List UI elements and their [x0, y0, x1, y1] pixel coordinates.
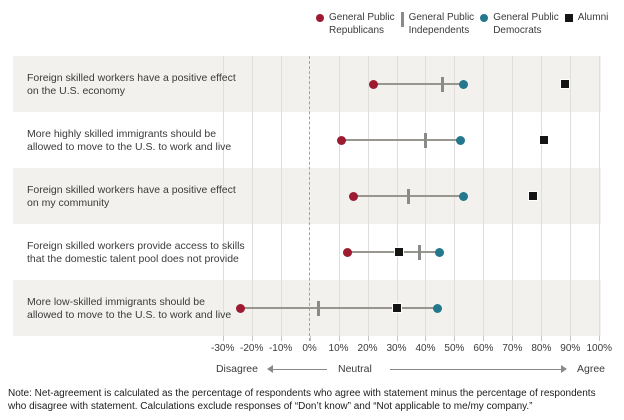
legend-item-label: General Public Democrats: [493, 12, 559, 36]
legend-item-gp-democrats: General Public Democrats: [480, 11, 559, 37]
gp-democrats-legend-marker-icon: [480, 14, 489, 22]
gridline: [483, 56, 485, 336]
footnote-line-1: Note: Net-agreement is calculated as the…: [8, 388, 596, 399]
axis-tick-label: 40%: [415, 343, 436, 354]
plot-area: Foreign skilled workers have a positive …: [13, 56, 601, 341]
marker-general-public-independents: [418, 244, 422, 260]
axis-tick-label: 0%: [302, 343, 317, 354]
axis-label-neutral: Neutral: [338, 363, 372, 375]
gp-independents-legend-marker-icon: [400, 12, 404, 27]
axis-tick: [396, 336, 398, 341]
axis-tick: [338, 336, 340, 341]
marker-general-public-democrats: [458, 79, 468, 89]
marker-general-public-republicans: [368, 79, 378, 89]
row-band: [13, 56, 601, 112]
marker-general-public-democrats: [458, 191, 468, 201]
axis-tick-label: -10%: [268, 343, 293, 354]
agree-arrow-line: [390, 369, 561, 370]
gridline: [222, 56, 224, 336]
axis-tick: [309, 336, 311, 341]
marker-general-public-republicans: [235, 303, 245, 313]
axis-tick-label: 60%: [473, 343, 494, 354]
disagree-arrow-line: [272, 369, 327, 370]
axis-tick-label: 80%: [531, 343, 552, 354]
disagree-arrowhead-icon: [267, 365, 273, 373]
axis-tick-label: 50%: [444, 343, 465, 354]
marker-general-public-democrats: [435, 247, 445, 257]
marker-general-public-republicans: [348, 191, 358, 201]
gridline: [541, 56, 543, 336]
legend-item-alumni: Alumni: [564, 11, 609, 24]
axis-tick: [512, 336, 514, 341]
axis-tick-label: 30%: [386, 343, 407, 354]
axis-tick: [251, 336, 253, 341]
axis-tick: [425, 336, 427, 341]
statement-label: More highly skilled immigrants should be…: [27, 127, 232, 153]
axis-tick: [599, 336, 601, 341]
axis-tick: [454, 336, 456, 341]
statement-label: More low-skilled immigrants should be all…: [27, 295, 232, 321]
agree-arrowhead-icon: [561, 365, 567, 373]
legend-item-gp-republicans: General Public Republicans: [316, 11, 395, 37]
statement-label: Foreign skilled workers provide access t…: [27, 239, 245, 265]
axis-tick-label: 10%: [328, 343, 349, 354]
gridline: [512, 56, 514, 336]
gp-republicans-legend-marker-icon: [316, 14, 324, 22]
axis-tick-label: 70%: [502, 343, 523, 354]
marker-alumni: [540, 136, 549, 144]
legend-item-gp-independents: General Public Independents: [400, 11, 475, 37]
axis-tick-label: 100%: [586, 343, 613, 354]
axis-label-agree: Agree: [577, 363, 606, 375]
marker-general-public-democrats: [432, 303, 442, 313]
footnote: Note: Net-agreement is calculated as the…: [8, 388, 620, 413]
marker-general-public-independents: [406, 188, 410, 204]
legend-item-label: General Public Republicans: [329, 12, 395, 36]
marker-general-public-republicans: [336, 135, 346, 145]
marker-alumni: [560, 80, 569, 88]
legend: General Public Republicans General Public I…: [316, 11, 608, 37]
gridline: [251, 56, 253, 336]
connector-line: [341, 139, 461, 141]
marker-alumni: [528, 192, 537, 200]
alumni-legend-marker-icon: [564, 14, 573, 22]
legend-item-label: Alumni: [577, 12, 609, 23]
footnote-line-2: who disagree with statement. Calculation…: [8, 400, 533, 412]
axis-tick: [483, 336, 485, 341]
zero-line: [308, 56, 310, 341]
marker-general-public-independents: [441, 76, 445, 92]
axis-tick-label: 20%: [357, 343, 378, 354]
connector-line: [347, 251, 440, 253]
axis-tick: [367, 336, 369, 341]
marker-alumni: [392, 304, 401, 312]
axis-tick: [541, 336, 543, 341]
axis-tick: [570, 336, 572, 341]
marker-alumni: [395, 248, 404, 256]
marker-general-public-independents: [423, 132, 427, 148]
statement-label: Foreign skilled workers have a positive …: [27, 71, 236, 97]
axis-tick: [222, 336, 224, 341]
connector-line: [373, 83, 464, 85]
gridline: [570, 56, 572, 336]
gridline: [280, 56, 282, 336]
axis-tick-label: -30%: [211, 343, 235, 354]
connector-line: [240, 307, 438, 309]
marker-general-public-democrats: [455, 135, 465, 145]
gridline: [599, 56, 601, 336]
statement-label: Foreign skilled workers have a positive …: [27, 183, 236, 209]
axis-label-disagree: Disagree: [215, 363, 258, 375]
axis-tick: [280, 336, 282, 341]
marker-general-public-republicans: [342, 247, 352, 257]
axis-direction-row: Disagree Neutral Agree: [0, 362, 624, 377]
legend-item-label: General Public Independents: [408, 12, 475, 36]
axis-tick-label: 90%: [560, 343, 581, 354]
gridline: [338, 56, 340, 336]
marker-general-public-independents: [316, 300, 320, 316]
row-band: [13, 168, 601, 224]
axis-tick-label: -20%: [239, 343, 264, 354]
